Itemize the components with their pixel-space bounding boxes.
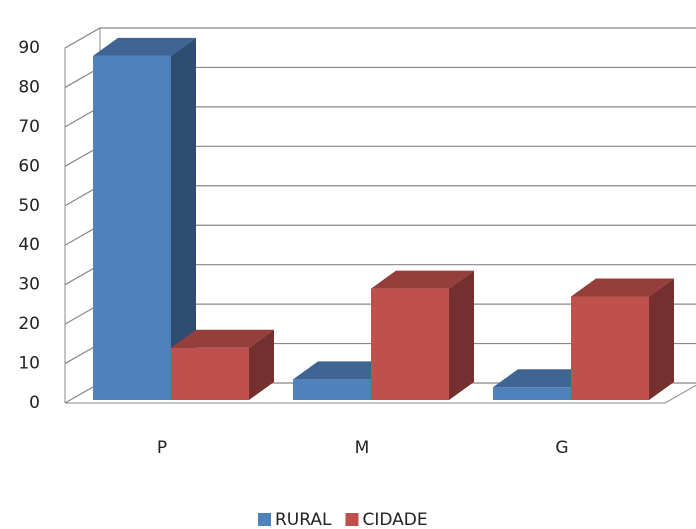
y-tick-label: 90 xyxy=(18,38,40,58)
legend-swatch xyxy=(345,513,359,526)
legend-swatch xyxy=(258,513,271,526)
bar-face xyxy=(571,278,674,297)
bar-face xyxy=(571,296,649,400)
bar-face xyxy=(493,387,571,400)
y-tick-label: 70 xyxy=(18,117,40,137)
bar xyxy=(371,270,474,400)
bar xyxy=(171,329,274,400)
y-tick-label: 60 xyxy=(18,156,40,176)
bar-face xyxy=(293,361,396,380)
bar-face xyxy=(649,278,674,400)
y-tick-label: 40 xyxy=(18,235,40,255)
y-tick-label: 80 xyxy=(18,77,40,97)
bar-face xyxy=(171,37,196,401)
bar xyxy=(93,37,196,401)
bar-face xyxy=(371,288,449,400)
bar-face xyxy=(293,379,371,400)
y-tick-label: 20 xyxy=(18,314,40,334)
bar xyxy=(571,278,674,400)
bar-face xyxy=(249,329,274,400)
x-tick-label: M xyxy=(355,438,370,458)
bar-face xyxy=(171,329,274,348)
bar-face xyxy=(171,347,249,400)
legend-label: CIDADE xyxy=(362,510,427,529)
grid-line xyxy=(64,27,696,49)
bar-face xyxy=(449,270,474,400)
x-tick-label: G xyxy=(555,438,568,458)
y-tick-label: 50 xyxy=(18,196,40,216)
bar-face xyxy=(93,37,196,56)
legend-label: RURAL xyxy=(275,510,332,529)
floor xyxy=(65,384,696,404)
bar-face xyxy=(371,270,474,289)
y-tick-label: 30 xyxy=(18,275,40,295)
x-tick-label: P xyxy=(157,438,167,458)
bar-face xyxy=(93,55,171,401)
y-tick-label: 0 xyxy=(29,393,40,413)
y-tick-label: 10 xyxy=(18,354,40,374)
bar-face xyxy=(493,369,596,388)
